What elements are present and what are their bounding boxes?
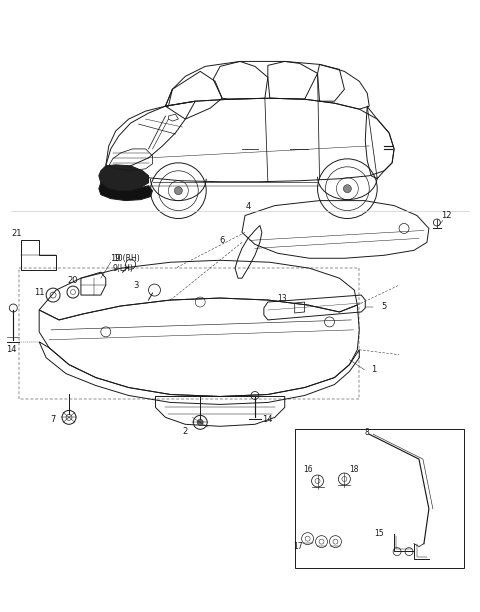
- Polygon shape: [99, 165, 148, 191]
- Text: 11: 11: [34, 288, 45, 297]
- Text: 3: 3: [133, 281, 138, 289]
- Text: 13: 13: [277, 294, 287, 302]
- Text: 10(RH): 10(RH): [113, 254, 140, 263]
- Text: 6: 6: [219, 236, 225, 245]
- Text: 18: 18: [349, 465, 359, 474]
- Text: 19: 19: [110, 254, 121, 263]
- Text: 9(LH): 9(LH): [113, 264, 133, 273]
- Text: 8: 8: [365, 428, 370, 437]
- Text: 4: 4: [245, 202, 251, 211]
- Text: 15: 15: [374, 529, 384, 538]
- Circle shape: [197, 419, 203, 425]
- Text: 16: 16: [303, 465, 312, 474]
- Text: 14: 14: [263, 415, 273, 424]
- Text: 21: 21: [11, 229, 22, 238]
- Circle shape: [174, 187, 182, 195]
- Bar: [295, 429, 464, 569]
- Text: 14: 14: [6, 345, 17, 354]
- Text: 12: 12: [442, 211, 452, 220]
- Text: 7: 7: [50, 415, 56, 424]
- Text: 2: 2: [183, 427, 188, 436]
- Circle shape: [343, 185, 351, 193]
- Text: 20: 20: [68, 275, 78, 285]
- Text: 1: 1: [372, 365, 377, 374]
- Text: 17: 17: [293, 542, 302, 551]
- Polygon shape: [99, 183, 153, 201]
- Text: 5: 5: [382, 302, 387, 312]
